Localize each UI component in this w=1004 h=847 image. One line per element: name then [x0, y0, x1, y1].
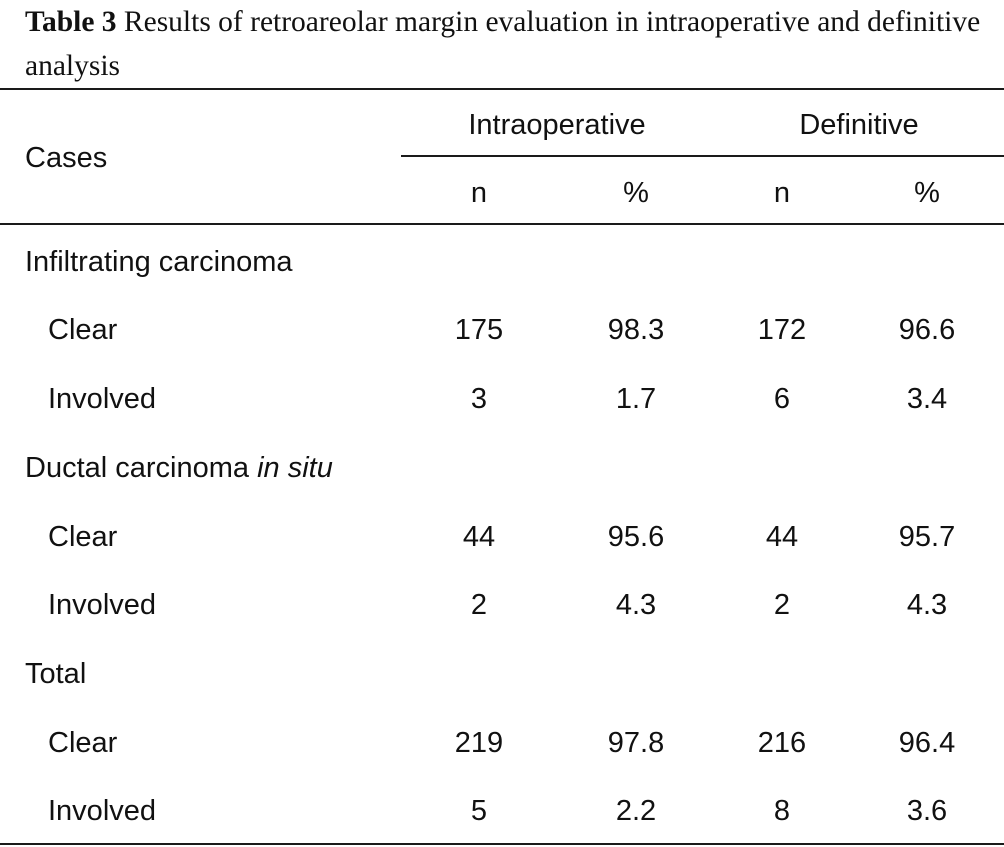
- column-group-rule: [401, 155, 1004, 157]
- table-caption-text: Results of retroareolar margin evaluatio…: [25, 6, 981, 82]
- table-cell: 44: [462, 521, 496, 553]
- section-title: Total: [25, 658, 87, 690]
- header-subcol-def-percent: %: [914, 177, 940, 209]
- table-cell: 2: [773, 589, 791, 621]
- table-cell: 3.4: [906, 383, 948, 415]
- table-cell: 95.7: [898, 521, 956, 553]
- table-cell: 216: [757, 727, 807, 759]
- header-subcol-def-n: n: [773, 177, 791, 209]
- table-cell: 1.7: [615, 383, 657, 415]
- header-group-definitive: Definitive: [799, 109, 919, 141]
- table-cell: 2.2: [615, 795, 657, 827]
- table-cell: 8: [773, 795, 791, 827]
- header-subcol-intra-n: n: [470, 177, 488, 209]
- table-cell: 175: [454, 314, 504, 346]
- header-bottom-rule: [0, 223, 1004, 225]
- table-cell: 5: [470, 795, 488, 827]
- table-cell: 97.8: [607, 727, 665, 759]
- row-label: Clear: [48, 727, 118, 759]
- table-cell: 96.6: [898, 314, 956, 346]
- table-caption: Table 3 Results of retroareolar margin e…: [25, 0, 1000, 88]
- table-caption-label: Table 3: [25, 6, 117, 38]
- table-cell: 95.6: [607, 521, 665, 553]
- section-title: Ductal carcinoma in situ: [25, 452, 333, 484]
- table-top-rule: [0, 88, 1004, 90]
- table-cell: 3.6: [906, 795, 948, 827]
- row-label: Clear: [48, 314, 118, 346]
- table-cell: 172: [757, 314, 807, 346]
- row-label: Clear: [48, 521, 118, 553]
- table-cell: 4.3: [906, 589, 948, 621]
- table-cell: 96.4: [898, 727, 956, 759]
- row-label: Involved: [48, 795, 157, 827]
- table-cell: 44: [765, 521, 799, 553]
- header-subcol-intra-percent: %: [623, 177, 649, 209]
- row-label: Involved: [48, 589, 157, 621]
- section-title: Infiltrating carcinoma: [25, 246, 293, 278]
- header-cases: Cases: [25, 142, 108, 174]
- table-cell: 98.3: [607, 314, 665, 346]
- row-label: Involved: [48, 383, 157, 415]
- table-cell: 4.3: [615, 589, 657, 621]
- table-cell: 219: [454, 727, 504, 759]
- table-cell: 3: [470, 383, 488, 415]
- header-group-intraoperative: Intraoperative: [468, 109, 646, 141]
- table-cell: 2: [470, 589, 488, 621]
- table-cell: 6: [773, 383, 791, 415]
- table-bottom-rule: [0, 843, 1004, 845]
